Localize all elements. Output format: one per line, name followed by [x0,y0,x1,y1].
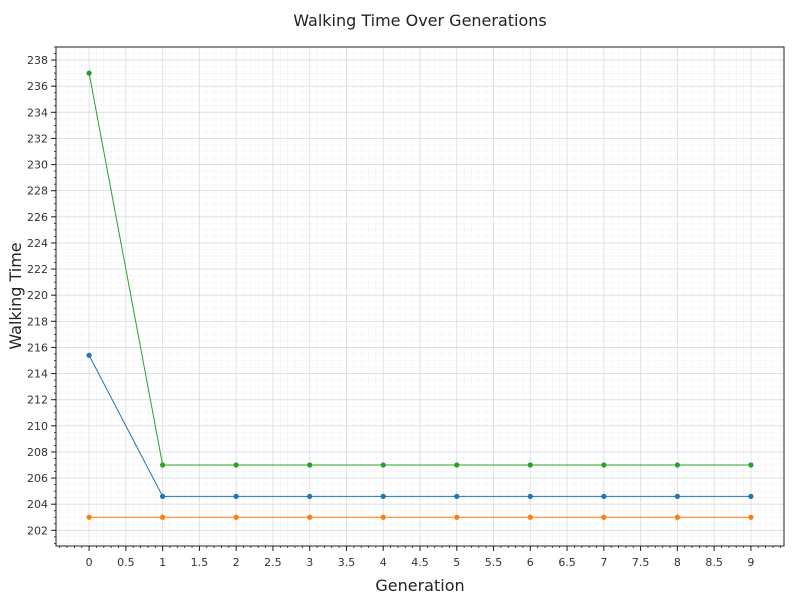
y-tick-label: 226 [27,211,48,224]
y-tick-label: 216 [27,341,48,354]
y-tick-label: 204 [27,498,48,511]
series-1-point [86,514,92,520]
y-tick-label: 220 [27,289,48,302]
x-tick-label: 0.5 [117,556,135,569]
series-0-point [454,493,460,499]
y-tick-label: 218 [27,315,48,328]
y-tick-label: 212 [27,394,48,407]
series-0-point [86,352,92,358]
x-tick-label: 4.5 [411,556,429,569]
x-tick-label: 8.5 [705,556,723,569]
series-0-point [307,493,313,499]
x-tick-label: 2 [233,556,240,569]
x-tick-label: 1.5 [191,556,209,569]
x-tick-label: 2.5 [264,556,282,569]
series-0-point [674,493,680,499]
axis-ticks: 0 0.5 1 1.5 2 2.5 3 3.5 4 4.5 5 5.5 6 6.5 7 7.5 8 8.5 9 202… [27,46,781,569]
x-tick-label: 9 [747,556,754,569]
series-1-point [674,514,680,520]
series-1-point [527,514,533,520]
y-tick-label: 222 [27,263,48,276]
series-2-point [380,462,386,468]
series-2-point [454,462,460,468]
series-group [86,70,754,520]
x-axis-label: Generation [375,576,464,595]
series-1-point [380,514,386,520]
series-2-point [307,462,313,468]
y-tick-label: 238 [27,54,48,67]
x-tick-label: 1 [159,556,166,569]
x-tick-label: 0 [86,556,93,569]
series-1-point [233,514,239,520]
x-tick-label: 3 [306,556,313,569]
series-1-point [748,514,754,520]
y-tick-label: 206 [27,472,48,485]
x-tick-label: 6.5 [558,556,576,569]
x-tick-label: 5.5 [485,556,503,569]
y-tick-label: 202 [27,524,48,537]
series-2-point [674,462,680,468]
series-1-point [307,514,313,520]
x-tick-label: 7 [600,556,607,569]
x-tick-label: 3.5 [338,556,356,569]
x-tick-label: 4 [380,556,387,569]
series-0-point [380,493,386,499]
series-2-point [160,462,166,468]
y-tick-label: 232 [27,132,48,145]
y-tick-label: 214 [27,368,48,381]
series-line-2 [88,73,751,466]
y-tick-label: 230 [27,159,48,172]
series-1-point [454,514,460,520]
x-tick-label: 5 [453,556,460,569]
series-2-point [233,462,239,468]
chart-title: Walking Time Over Generations [293,11,547,30]
y-tick-label: 224 [27,237,48,250]
x-tick-label: 6 [527,556,534,569]
series-2-point [527,462,533,468]
series-2-point [601,462,607,468]
y-tick-label: 210 [27,420,48,433]
y-tick-label: 234 [27,106,48,119]
series-1-point [601,514,607,520]
x-tick-label: 7.5 [632,556,650,569]
series-0-point [160,493,166,499]
y-axis-label: Walking Time [6,242,25,349]
y-tick-label: 236 [27,80,48,93]
x-tick-label: 8 [674,556,681,569]
y-tick-label: 208 [27,446,48,459]
grid [56,46,784,546]
series-2-point [748,462,754,468]
series-0-point [527,493,533,499]
series-line-0 [88,355,751,497]
y-tick-label: 228 [27,185,48,198]
series-0-point [748,493,754,499]
series-1-point [160,514,166,520]
series-0-point [233,493,239,499]
series-2-point [86,70,92,76]
series-0-point [601,493,607,499]
